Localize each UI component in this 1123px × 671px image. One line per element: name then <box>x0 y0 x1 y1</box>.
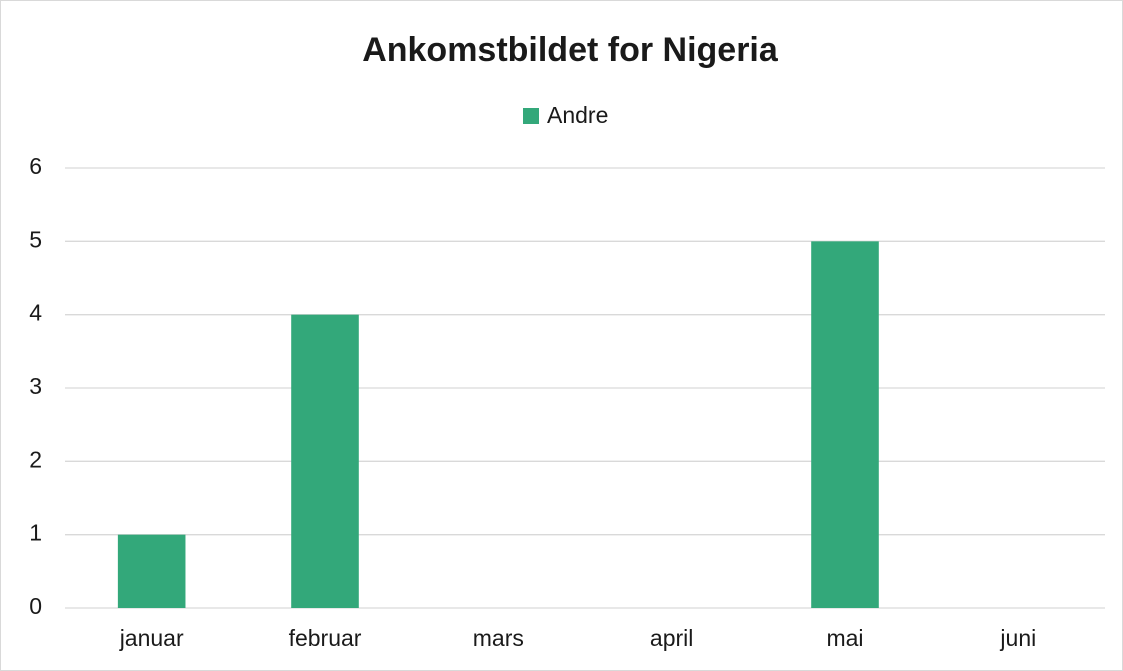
x-tick-label: mars <box>473 625 524 651</box>
y-tick-label: 4 <box>29 300 42 326</box>
y-tick-label: 0 <box>29 593 42 619</box>
x-tick-label: april <box>650 625 693 651</box>
y-tick-label: 1 <box>29 520 42 546</box>
x-tick-label: mai <box>826 625 863 651</box>
x-tick-label: februar <box>289 625 362 651</box>
bar <box>291 314 359 608</box>
x-tick-label: juni <box>999 625 1036 651</box>
y-tick-label: 3 <box>29 373 42 399</box>
legend-label: Andre <box>547 102 608 128</box>
bar <box>117 534 186 608</box>
y-tick-label: 5 <box>29 226 42 252</box>
y-tick-label: 6 <box>29 153 42 179</box>
bar <box>811 241 879 609</box>
y-tick-label: 2 <box>29 446 42 472</box>
chart-title: Ankomstbildet for Nigeria <box>362 31 779 69</box>
x-tick-label: januar <box>119 625 184 651</box>
legend-swatch <box>523 108 539 124</box>
